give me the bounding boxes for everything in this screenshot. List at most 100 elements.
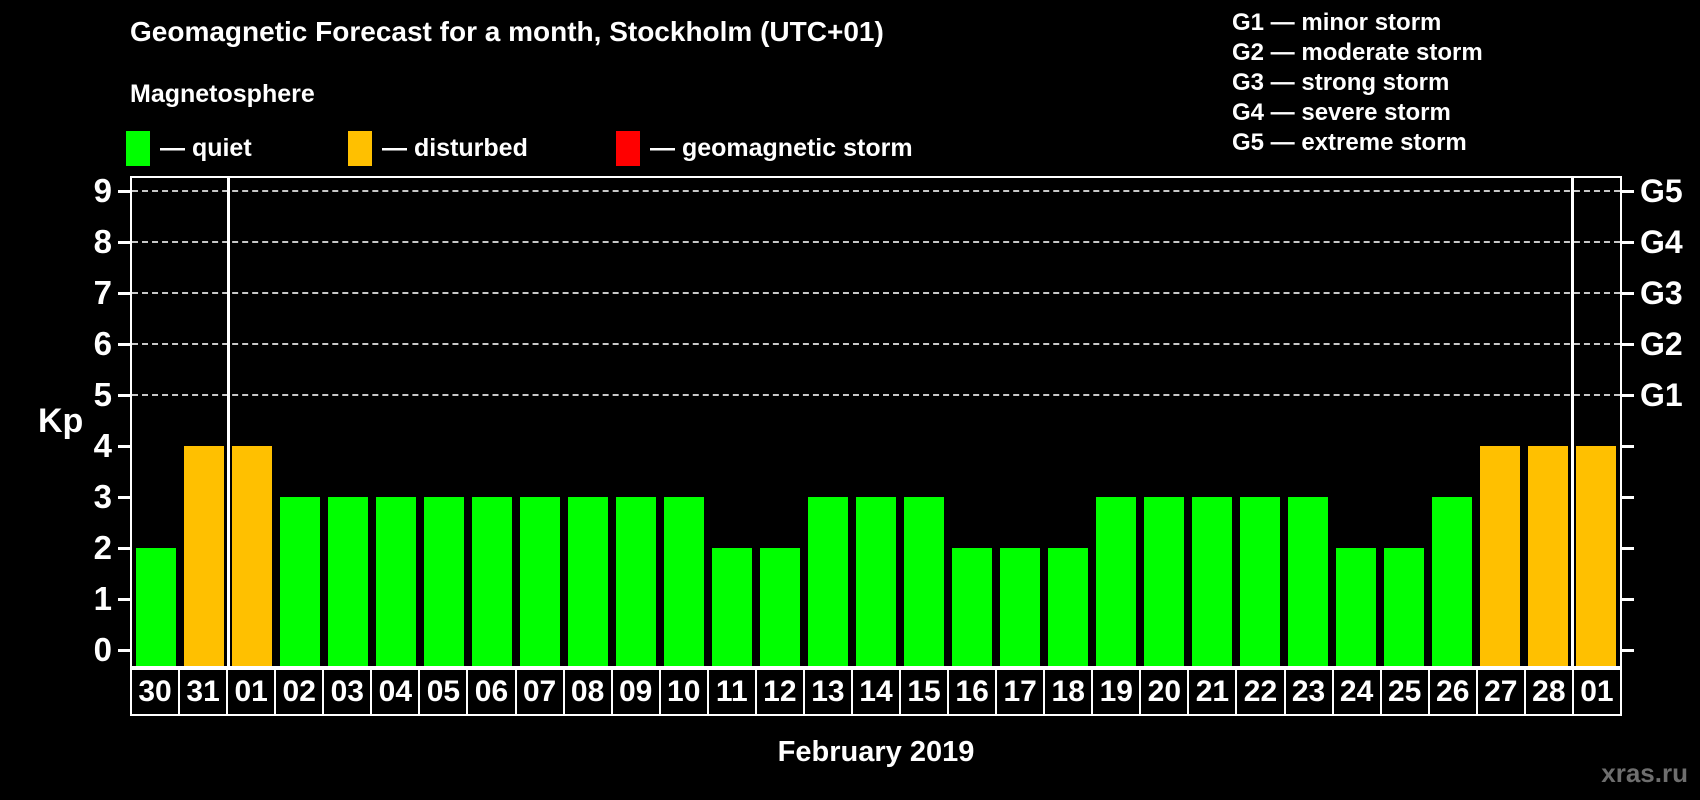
bar-day-02 [280,497,320,666]
kp-axis-label: Kp [38,402,84,440]
g-legend-line: G3 — strong storm [1232,69,1450,96]
day-label-cell: 22 [1237,670,1286,714]
day-label-cell: 13 [805,670,853,714]
y-axis-tick-label: 7 [93,274,112,311]
y-axis-tick-left [118,495,130,499]
bar-day-05 [424,497,464,666]
day-label-cell: 16 [949,670,998,714]
gridline-kp-6 [132,343,1620,345]
watermark: xras.ru [1601,758,1688,788]
gridline-kp-5 [132,394,1620,396]
y-axis-tick-label: 1 [93,580,112,617]
y-axis-tick-right [1622,393,1634,397]
day-label-cell: 02 [276,670,325,714]
gridline-kp-7 [132,292,1620,294]
legend-label: — quiet [160,133,252,162]
bar-day-12 [760,548,800,666]
y-axis-tick-right [1622,240,1634,244]
bar-day-23 [1288,497,1328,666]
legend-swatch-disturbed-icon [348,130,372,166]
bar-day-22 [1240,497,1280,666]
y-axis-tick-right [1622,597,1634,601]
day-label-cell: 20 [1141,670,1190,714]
bar-day-04 [376,497,416,666]
day-label-cell: 21 [1189,670,1238,714]
bar-day-24 [1336,548,1376,666]
month-separator-line [226,178,230,666]
y-axis-tick-label: 2 [93,529,112,566]
day-label-cell: 04 [372,670,421,714]
y-axis-tick-left [118,393,130,397]
day-label-cell: 15 [901,670,950,714]
y-axis-tick-left [118,189,130,193]
y-axis-tick-right [1622,342,1634,346]
day-label-cell: 06 [468,670,517,714]
day-label-cell: 23 [1286,670,1334,714]
g-axis-label-g2: G2 [1640,326,1683,362]
bar-day-27 [1480,446,1520,666]
legend-item-storm: — geomagnetic storm [616,130,913,166]
day-label-cell: 28 [1526,670,1574,714]
day-label-cell: 27 [1478,670,1526,714]
legend-item-quiet: — quiet [126,130,252,166]
y-axis-tick-right [1622,189,1634,193]
bar-day-30 [136,548,176,666]
day-label-cell: 24 [1334,670,1382,714]
x-axis-title: February 2019 [777,736,975,768]
bar-day-01 [232,446,272,666]
g-axis-label-g5: G5 [1640,173,1683,209]
legend-swatch-quiet-icon [126,130,150,166]
chart-subtitle: Magnetosphere [130,80,315,108]
day-label-cell: 05 [420,670,469,714]
y-axis-tick-left [118,648,130,652]
bar-day-20 [1144,497,1184,666]
g-legend-line: G5 — extreme storm [1232,129,1467,156]
bar-day-09 [616,497,656,666]
bar-day-07 [520,497,560,666]
g-scale-legend: G1 — minor storm G2 — moderate storm G3 — … [1232,8,1483,158]
day-label-cell: 12 [757,670,805,714]
bar-day-14 [856,497,896,666]
plot-inner [132,178,1620,666]
bar-day-08 [568,497,608,666]
bar-day-15 [904,497,944,666]
legend-label: — geomagnetic storm [650,133,913,162]
y-axis-tick-left [118,444,130,448]
bar-day-26 [1432,497,1472,666]
y-axis-tick-label: 3 [93,478,112,515]
g-legend-line: G4 — severe storm [1232,99,1451,126]
g-legend-line: G2 — moderate storm [1232,39,1483,66]
bar-day-28 [1528,446,1568,666]
y-axis-tick-label: 5 [93,376,112,413]
y-axis-tick-label: 4 [93,427,112,464]
day-label-cell: 31 [180,670,229,714]
y-axis-tick-left [118,597,130,601]
bar-day-18 [1048,548,1088,666]
bar-day-01 [1576,446,1616,666]
bar-day-17 [1000,548,1040,666]
gridline-kp-8 [132,241,1620,243]
g-axis-label-g4: G4 [1640,224,1683,260]
bar-day-16 [952,548,992,666]
month-separator-line [1570,178,1574,666]
legend-label: — disturbed [382,133,528,162]
bar-day-31 [184,446,224,666]
day-label-cell: 08 [565,670,613,714]
plot-area [130,176,1622,668]
day-label-cell: 18 [1045,670,1094,714]
day-label-cell: 01 [1580,675,1614,708]
bar-day-03 [328,497,368,666]
bar-day-11 [712,548,752,666]
y-axis-tick-label: 0 [93,631,112,668]
y-axis-tick-right [1622,495,1634,499]
day-label-cell: 03 [324,670,373,714]
legend-swatch-storm-icon [616,130,640,166]
y-axis-tick-right [1622,444,1634,448]
y-axis-tick-left [118,546,130,550]
y-axis-tick-label: 6 [93,325,112,362]
legend-item-disturbed: — disturbed [348,130,528,166]
day-label-cell: 07 [517,670,565,714]
y-axis-tick-label: 8 [93,223,112,260]
g-axis-label-g1: G1 [1640,377,1683,413]
